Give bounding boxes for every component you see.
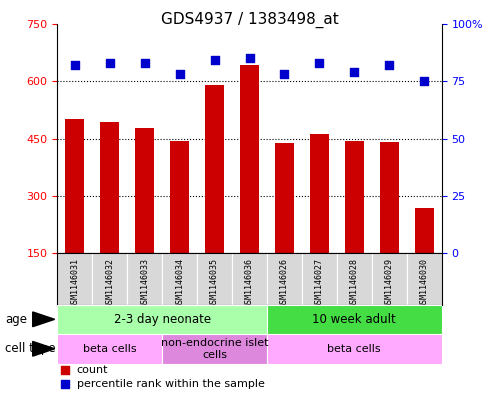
Bar — [57, 253, 92, 305]
Point — [176, 71, 184, 77]
Bar — [197, 253, 232, 305]
Text: count: count — [77, 365, 108, 375]
Bar — [310, 134, 329, 253]
Point — [141, 59, 149, 66]
Bar — [380, 142, 399, 253]
Text: 10 week adult: 10 week adult — [312, 313, 396, 326]
Polygon shape — [32, 342, 55, 356]
Text: GDS4937 / 1383498_at: GDS4937 / 1383498_at — [161, 12, 338, 28]
Point — [246, 55, 253, 61]
Polygon shape — [32, 312, 55, 327]
Bar — [267, 334, 442, 364]
Text: GSM1146028: GSM1146028 — [350, 257, 359, 308]
Text: GSM1146033: GSM1146033 — [140, 257, 149, 308]
Bar — [135, 128, 154, 253]
Text: GSM1146032: GSM1146032 — [105, 257, 114, 308]
Point — [350, 69, 358, 75]
Point — [420, 78, 428, 84]
Bar — [170, 141, 189, 253]
Text: beta cells: beta cells — [83, 344, 137, 354]
Point — [61, 381, 69, 387]
Bar — [100, 123, 119, 253]
Bar — [57, 305, 267, 334]
Bar — [205, 85, 224, 253]
Text: cell type: cell type — [5, 342, 55, 355]
Text: GSM1146026: GSM1146026 — [280, 257, 289, 308]
Text: GSM1146030: GSM1146030 — [420, 257, 429, 308]
Text: non-endocrine islet
cells: non-endocrine islet cells — [161, 338, 268, 360]
Bar — [240, 64, 259, 253]
Text: 2-3 day neonate: 2-3 day neonate — [114, 313, 211, 326]
Bar — [267, 305, 442, 334]
Text: age: age — [5, 313, 27, 326]
Bar — [127, 253, 162, 305]
Bar — [65, 119, 84, 253]
Bar — [275, 143, 294, 253]
Point — [71, 62, 79, 68]
Bar — [337, 253, 372, 305]
Point — [385, 62, 393, 68]
Bar — [162, 253, 197, 305]
Bar — [372, 253, 407, 305]
Bar — [57, 334, 162, 364]
Text: GSM1146035: GSM1146035 — [210, 257, 219, 308]
Text: beta cells: beta cells — [327, 344, 381, 354]
Bar — [92, 253, 127, 305]
Point — [106, 59, 114, 66]
Text: GSM1146036: GSM1146036 — [245, 257, 254, 308]
Point — [315, 59, 323, 66]
Point — [61, 367, 69, 373]
Bar — [407, 253, 442, 305]
Bar — [345, 141, 364, 253]
Text: GSM1146027: GSM1146027 — [315, 257, 324, 308]
Bar — [415, 208, 434, 253]
Point — [211, 57, 219, 64]
Bar — [267, 253, 302, 305]
Bar — [232, 253, 267, 305]
Text: GSM1146031: GSM1146031 — [70, 257, 79, 308]
Bar — [302, 253, 337, 305]
Text: GSM1146034: GSM1146034 — [175, 257, 184, 308]
Text: percentile rank within the sample: percentile rank within the sample — [77, 379, 264, 389]
Bar — [162, 334, 267, 364]
Text: GSM1146029: GSM1146029 — [385, 257, 394, 308]
Point — [280, 71, 288, 77]
